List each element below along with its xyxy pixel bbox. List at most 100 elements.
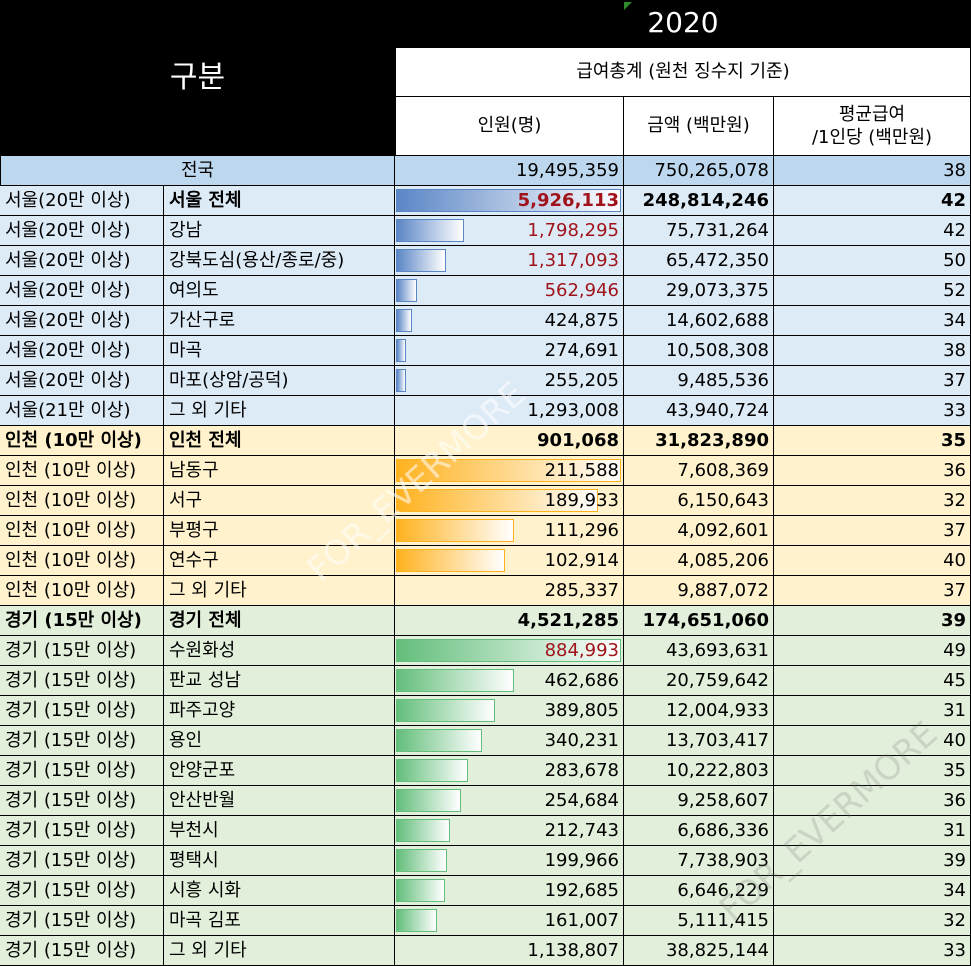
- count-cell[interactable]: 102,914: [395, 546, 624, 576]
- average-cell[interactable]: 37: [774, 576, 971, 606]
- average-cell[interactable]: 34: [774, 876, 971, 906]
- count-cell[interactable]: 5,926,113: [395, 186, 624, 216]
- area-cell[interactable]: 그 외 기타: [164, 936, 395, 966]
- count-cell[interactable]: 901,068: [395, 426, 624, 456]
- area-cell[interactable]: 부평구: [164, 516, 395, 546]
- count-cell[interactable]: 4,521,285: [395, 606, 624, 636]
- average-cell[interactable]: 39: [774, 846, 971, 876]
- area-cell[interactable]: 인천 전체: [164, 426, 395, 456]
- area-cell[interactable]: 남동구: [164, 456, 395, 486]
- amount-cell[interactable]: 9,887,072: [624, 576, 774, 606]
- amount-cell[interactable]: 7,608,369: [624, 456, 774, 486]
- count-cell[interactable]: 1,293,008: [395, 396, 624, 426]
- average-cell[interactable]: 37: [774, 366, 971, 396]
- area-cell[interactable]: 용인: [164, 726, 395, 756]
- area-cell[interactable]: 마곡 김포: [164, 906, 395, 936]
- region-cell[interactable]: 서울(20만 이상): [0, 336, 164, 366]
- amount-cell[interactable]: 4,092,601: [624, 516, 774, 546]
- area-cell[interactable]: 마포(상암/공덕): [164, 366, 395, 396]
- area-cell[interactable]: 판교 성남: [164, 666, 395, 696]
- region-cell[interactable]: 서울(20만 이상): [0, 246, 164, 276]
- average-cell[interactable]: 38: [774, 336, 971, 366]
- area-cell[interactable]: 강북도심(용산/종로/중): [164, 246, 395, 276]
- area-cell[interactable]: 안양군포: [164, 756, 395, 786]
- amount-cell[interactable]: 4,085,206: [624, 546, 774, 576]
- area-cell[interactable]: 안산반월: [164, 786, 395, 816]
- average-cell[interactable]: 40: [774, 546, 971, 576]
- amount-cell[interactable]: 20,759,642: [624, 666, 774, 696]
- count-cell[interactable]: 1,317,093: [395, 246, 624, 276]
- count-cell[interactable]: 212,743: [395, 816, 624, 846]
- area-cell[interactable]: 그 외 기타: [164, 576, 395, 606]
- region-cell[interactable]: 인천 (10만 이상): [0, 486, 164, 516]
- region-cell[interactable]: 경기 (15만 이상): [0, 636, 164, 666]
- region-cell[interactable]: 인천 (10만 이상): [0, 456, 164, 486]
- count-cell[interactable]: 424,875: [395, 306, 624, 336]
- amount-cell[interactable]: 9,485,536: [624, 366, 774, 396]
- region-cell[interactable]: 서울(21만 이상): [0, 396, 164, 426]
- region-cell[interactable]: 경기 (15만 이상): [0, 906, 164, 936]
- average-cell[interactable]: 52: [774, 276, 971, 306]
- area-cell[interactable]: 서구: [164, 486, 395, 516]
- amount-cell[interactable]: 14,602,688: [624, 306, 774, 336]
- count-cell[interactable]: 111,296: [395, 516, 624, 546]
- amount-cell[interactable]: 13,703,417: [624, 726, 774, 756]
- area-cell[interactable]: 연수구: [164, 546, 395, 576]
- amount-cell[interactable]: 29,073,375: [624, 276, 774, 306]
- region-cell[interactable]: 서울(20만 이상): [0, 306, 164, 336]
- count-cell[interactable]: 254,684: [395, 786, 624, 816]
- amount-cell[interactable]: 31,823,890: [624, 426, 774, 456]
- count-cell[interactable]: 562,946: [395, 276, 624, 306]
- region-cell[interactable]: 경기 (15만 이상): [0, 936, 164, 966]
- amount-cell[interactable]: 750,265,078: [624, 156, 774, 186]
- region-cell[interactable]: 서울(20만 이상): [0, 186, 164, 216]
- average-cell[interactable]: 34: [774, 306, 971, 336]
- region-cell[interactable]: 경기 (15만 이상): [0, 846, 164, 876]
- amount-cell[interactable]: 43,940,724: [624, 396, 774, 426]
- count-cell[interactable]: 1,138,807: [395, 936, 624, 966]
- area-cell[interactable]: 여의도: [164, 276, 395, 306]
- average-cell[interactable]: 36: [774, 456, 971, 486]
- amount-cell[interactable]: 38,825,144: [624, 936, 774, 966]
- area-cell[interactable]: 마곡: [164, 336, 395, 366]
- region-cell[interactable]: 서울(20만 이상): [0, 216, 164, 246]
- region-cell[interactable]: 경기 (15만 이상): [0, 816, 164, 846]
- count-cell[interactable]: 285,337: [395, 576, 624, 606]
- amount-cell[interactable]: 6,150,643: [624, 486, 774, 516]
- amount-cell[interactable]: 6,646,229: [624, 876, 774, 906]
- region-cell[interactable]: 경기 (15만 이상): [0, 756, 164, 786]
- average-cell[interactable]: 33: [774, 936, 971, 966]
- amount-cell[interactable]: 65,472,350: [624, 246, 774, 276]
- region-cell[interactable]: 인천 (10만 이상): [0, 516, 164, 546]
- amount-cell[interactable]: 12,004,933: [624, 696, 774, 726]
- count-cell[interactable]: 161,007: [395, 906, 624, 936]
- amount-cell[interactable]: 7,738,903: [624, 846, 774, 876]
- region-cell[interactable]: 전국: [0, 156, 395, 186]
- region-cell[interactable]: 경기 (15만 이상): [0, 726, 164, 756]
- amount-cell[interactable]: 174,651,060: [624, 606, 774, 636]
- area-cell[interactable]: 수원화성: [164, 636, 395, 666]
- area-cell[interactable]: 시흥 시화: [164, 876, 395, 906]
- count-cell[interactable]: 211,588: [395, 456, 624, 486]
- region-cell[interactable]: 인천 (10만 이상): [0, 426, 164, 456]
- average-cell[interactable]: 36: [774, 786, 971, 816]
- count-cell[interactable]: 884,993: [395, 636, 624, 666]
- average-cell[interactable]: 35: [774, 756, 971, 786]
- count-cell[interactable]: 1,798,295: [395, 216, 624, 246]
- average-cell[interactable]: 39: [774, 606, 971, 636]
- area-cell[interactable]: 파주고양: [164, 696, 395, 726]
- amount-cell[interactable]: 9,258,607: [624, 786, 774, 816]
- region-cell[interactable]: 경기 (15만 이상): [0, 606, 164, 636]
- region-cell[interactable]: 경기 (15만 이상): [0, 786, 164, 816]
- count-cell[interactable]: 274,691: [395, 336, 624, 366]
- amount-cell[interactable]: 5,111,415: [624, 906, 774, 936]
- count-cell[interactable]: 340,231: [395, 726, 624, 756]
- count-cell[interactable]: 192,685: [395, 876, 624, 906]
- area-cell[interactable]: 평택시: [164, 846, 395, 876]
- region-cell[interactable]: 인천 (10만 이상): [0, 576, 164, 606]
- average-cell[interactable]: 40: [774, 726, 971, 756]
- average-cell[interactable]: 35: [774, 426, 971, 456]
- average-cell[interactable]: 32: [774, 906, 971, 936]
- average-cell[interactable]: 49: [774, 636, 971, 666]
- area-cell[interactable]: 서울 전체: [164, 186, 395, 216]
